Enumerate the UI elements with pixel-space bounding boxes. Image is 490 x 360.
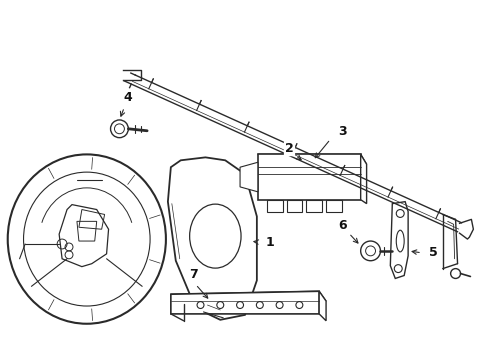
Polygon shape — [258, 154, 367, 164]
Polygon shape — [258, 154, 361, 200]
Polygon shape — [267, 200, 283, 212]
Polygon shape — [361, 154, 367, 204]
Polygon shape — [168, 157, 257, 320]
Text: 7: 7 — [189, 268, 198, 281]
Polygon shape — [326, 200, 342, 212]
Polygon shape — [287, 200, 302, 212]
Polygon shape — [240, 162, 258, 192]
Text: 3: 3 — [338, 125, 347, 138]
Polygon shape — [391, 202, 408, 278]
Text: 6: 6 — [339, 219, 347, 232]
Text: 2: 2 — [285, 142, 294, 155]
Text: 5: 5 — [429, 246, 438, 259]
Text: 4: 4 — [123, 91, 132, 104]
Polygon shape — [171, 291, 326, 304]
Polygon shape — [306, 200, 322, 212]
Text: 1: 1 — [266, 235, 274, 248]
Polygon shape — [319, 291, 326, 321]
Polygon shape — [171, 291, 319, 314]
